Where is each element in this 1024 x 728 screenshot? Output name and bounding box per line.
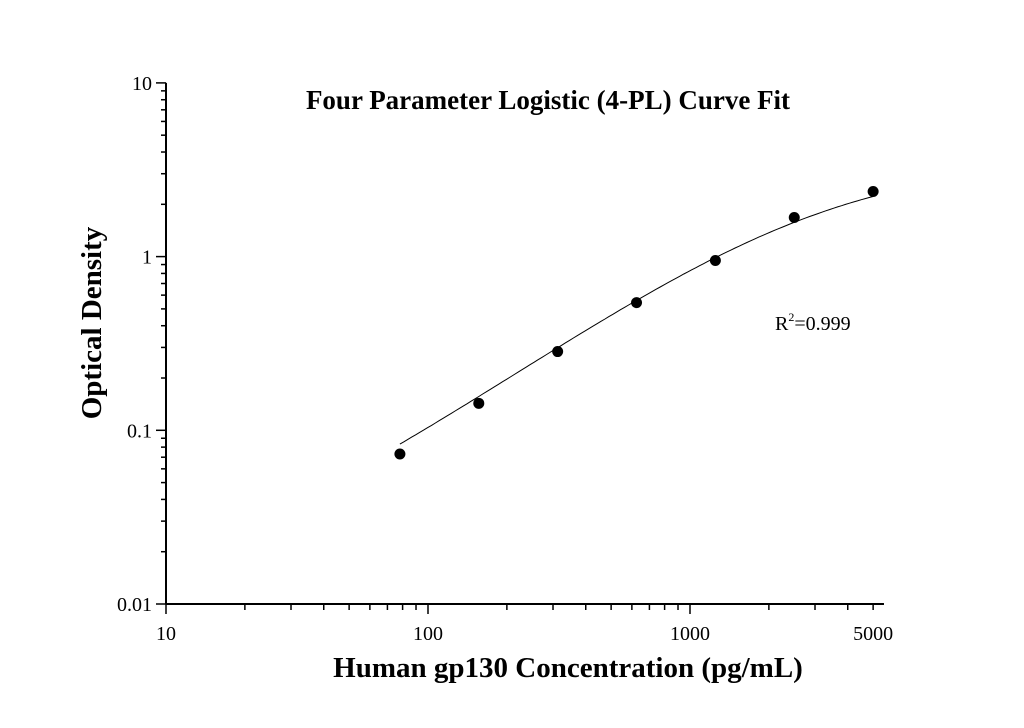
r-squared-base: R [775, 313, 789, 335]
data-point [709, 254, 721, 266]
data-points [394, 186, 879, 460]
data-point [552, 346, 564, 358]
y-tick-label: 10 [132, 73, 152, 95]
y-axis-label: Optical Density [76, 226, 108, 419]
x-tick-label: 5000 [853, 623, 893, 645]
y-tick-label: 0.1 [127, 420, 152, 442]
chart-title: Four Parameter Logistic (4-PL) Curve Fit [306, 85, 790, 115]
data-point [631, 297, 643, 309]
tick-labels: 10 100 1000 5000 0.01 0.1 1 10 [117, 73, 893, 645]
data-point [394, 448, 406, 460]
data-point [867, 186, 879, 198]
r-squared-value: =0.999 [794, 313, 850, 335]
r-squared-sup: 2 [788, 310, 794, 324]
axes [156, 82, 884, 614]
x-tick-label: 100 [413, 623, 443, 645]
y-tick-label: 0.01 [117, 594, 152, 616]
x-axis-label: Human gp130 Concentration (pg/mL) [333, 652, 803, 684]
y-tick-label: 1 [142, 247, 152, 269]
data-point [473, 397, 485, 409]
x-tick-label: 1000 [670, 623, 710, 645]
data-point [788, 211, 800, 223]
r-squared-annotation: R2=0.999 [775, 310, 851, 335]
x-tick-label: 10 [156, 623, 176, 645]
